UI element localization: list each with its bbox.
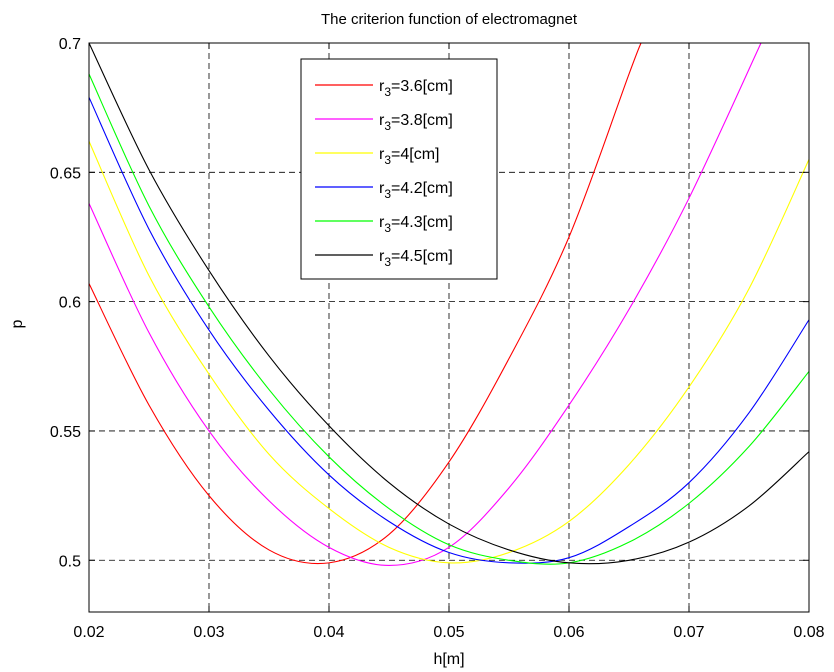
legend-label: r3=3.6[cm] <box>379 78 453 99</box>
legend-label: r3=4.3[cm] <box>379 214 453 235</box>
series-line <box>88 97 810 564</box>
series-line <box>88 42 642 565</box>
chart-title: The criterion function of electromagnet <box>321 11 578 28</box>
series-line <box>88 73 810 565</box>
x-tick-labels: 0.02 0.03 0.04 0.05 0.06 0.07 0.08 <box>73 624 824 641</box>
grid <box>89 43 809 612</box>
y-tick-label: 0.55 <box>50 424 81 441</box>
legend-label: r3=4.5[cm] <box>379 248 453 269</box>
series-line <box>88 42 762 566</box>
y-tick-label: 0.5 <box>59 553 81 570</box>
series-group <box>88 42 810 566</box>
y-tick-label: 0.7 <box>59 36 81 53</box>
series-line <box>88 141 810 564</box>
x-tick-label: 0.04 <box>313 624 344 641</box>
legend: r3=3.6[cm] r3=3.8[cm] r3=4[cm] r3=4.2[cm] r3… <box>300 58 498 280</box>
legend-label: r3=4[cm] <box>379 146 439 167</box>
y-tick-label: 0.65 <box>50 165 81 182</box>
y-tick-labels: 0.5 0.55 0.6 0.65 0.7 <box>50 36 81 570</box>
x-tick-label: 0.08 <box>793 624 824 641</box>
x-tick-label: 0.06 <box>553 624 584 641</box>
x-axis-label: h[m] <box>433 651 464 668</box>
x-tick-label: 0.05 <box>433 624 464 641</box>
legend-box <box>300 58 498 280</box>
legend-label: r3=3.8[cm] <box>379 112 453 133</box>
y-tick-label: 0.6 <box>59 295 81 312</box>
series-line <box>88 42 810 565</box>
x-tick-label: 0.07 <box>673 624 704 641</box>
x-tick-label: 0.02 <box>73 624 104 641</box>
ticks <box>88 42 810 612</box>
legend-label: r3=4.2[cm] <box>379 180 453 201</box>
x-tick-label: 0.03 <box>193 624 224 641</box>
y-axis-label: p <box>9 319 26 328</box>
